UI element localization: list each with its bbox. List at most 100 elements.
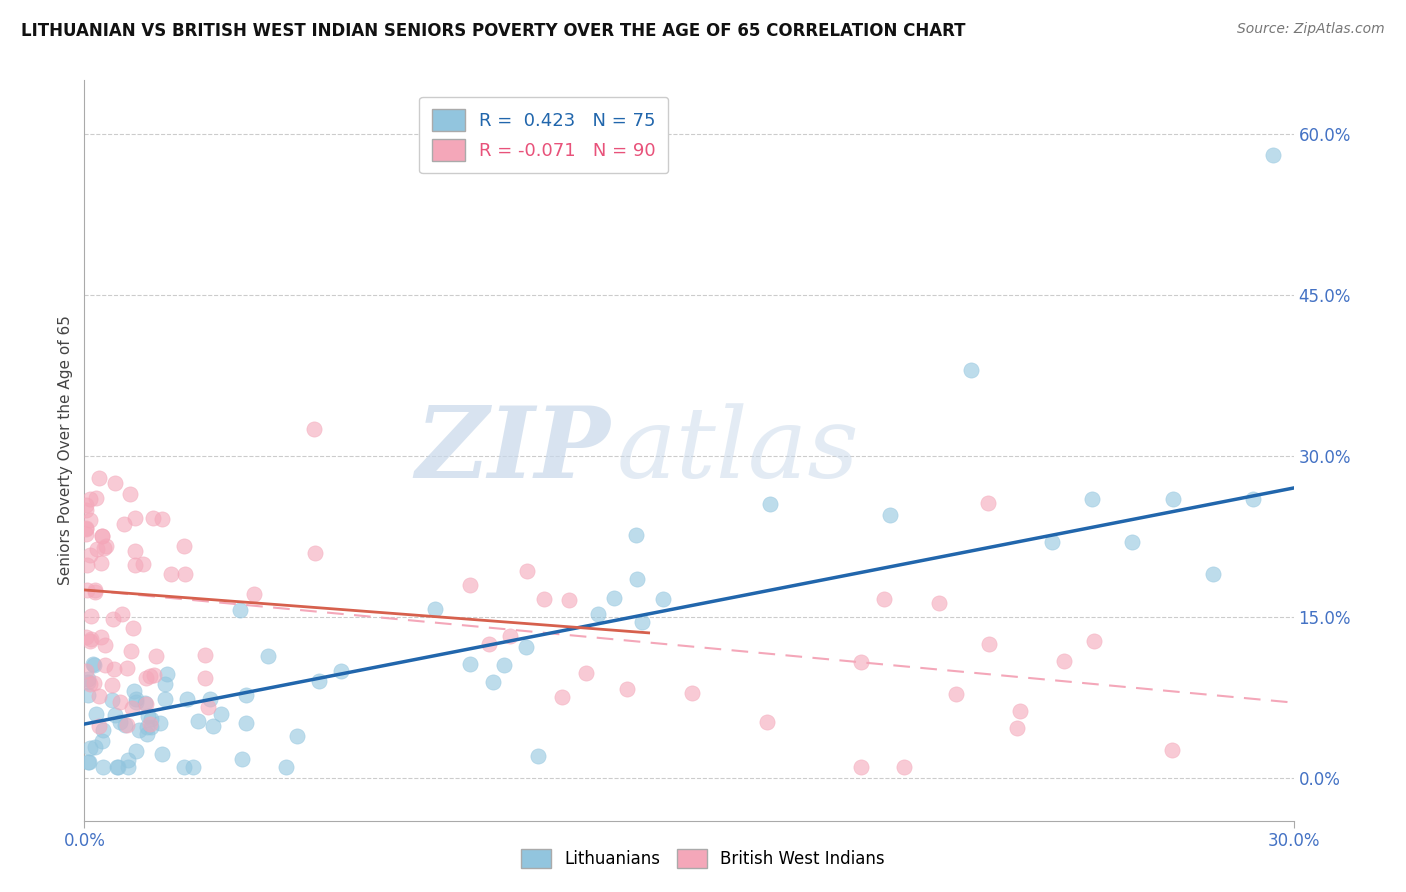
Point: [1040, 534, 1063, 549]
Text: LITHUANIAN VS BRITISH WEST INDIAN SENIORS POVERTY OVER THE AGE OF 65 CORRELATION: LITHUANIAN VS BRITISH WEST INDIAN SENIOR…: [21, 22, 966, 40]
Point: [183, 760, 205, 774]
Point: [138, 717, 160, 731]
Point: [1121, 534, 1143, 549]
Point: [235, 688, 257, 702]
Point: [153, 692, 176, 706]
Point: [235, 715, 257, 730]
Point: [107, 760, 129, 774]
Point: [79, 632, 101, 647]
Point: [90, 631, 112, 645]
Point: [229, 603, 252, 617]
Point: [125, 692, 148, 706]
Point: [928, 596, 950, 610]
Point: [173, 539, 195, 553]
Point: [91, 760, 114, 774]
Point: [76, 558, 98, 572]
Point: [120, 643, 142, 657]
Point: [101, 678, 124, 692]
Point: [120, 487, 142, 501]
Point: [124, 510, 146, 524]
Point: [136, 708, 159, 723]
Point: [84, 739, 107, 754]
Point: [84, 582, 107, 597]
Point: [201, 719, 224, 733]
Point: [124, 744, 146, 758]
Point: [1081, 491, 1104, 506]
Point: [112, 517, 135, 532]
Point: [1202, 566, 1225, 581]
Point: [103, 662, 125, 676]
Point: [79, 548, 101, 562]
Point: [187, 714, 209, 728]
Point: [117, 754, 139, 768]
Point: [115, 661, 138, 675]
Point: [1263, 148, 1285, 162]
Point: [960, 363, 983, 377]
Point: [136, 720, 159, 734]
Point: [616, 681, 638, 696]
Point: [849, 760, 872, 774]
Text: ZIP: ZIP: [415, 402, 610, 499]
Point: [849, 655, 872, 669]
Point: [533, 592, 555, 607]
Point: [176, 691, 198, 706]
Point: [79, 740, 101, 755]
Point: [141, 712, 163, 726]
Point: [87, 470, 110, 484]
Point: [117, 760, 139, 774]
Point: [626, 572, 648, 586]
Point: [150, 512, 173, 526]
Point: [515, 640, 537, 654]
Point: [83, 658, 105, 673]
Point: [198, 692, 221, 706]
Point: [90, 529, 112, 543]
Point: [132, 557, 155, 571]
Point: [101, 611, 124, 625]
Point: [122, 622, 145, 636]
Point: [482, 674, 505, 689]
Point: [94, 638, 117, 652]
Point: [873, 592, 896, 607]
Point: [274, 760, 297, 774]
Point: [86, 707, 108, 722]
Point: [458, 578, 481, 592]
Point: [135, 671, 157, 685]
Point: [124, 558, 146, 572]
Point: [194, 648, 217, 662]
Point: [1241, 491, 1264, 506]
Point: [134, 696, 156, 710]
Point: [75, 522, 97, 536]
Point: [87, 719, 110, 733]
Point: [160, 567, 183, 582]
Point: [681, 686, 703, 700]
Point: [124, 544, 146, 558]
Point: [304, 546, 326, 560]
Point: [1010, 705, 1032, 719]
Point: [1161, 491, 1184, 506]
Point: [550, 690, 572, 704]
Point: [115, 718, 138, 732]
Point: [758, 497, 780, 511]
Point: [651, 592, 673, 607]
Point: [458, 657, 481, 671]
Point: [77, 688, 100, 702]
Point: [308, 674, 330, 689]
Point: [80, 608, 103, 623]
Point: [138, 669, 160, 683]
Text: atlas: atlas: [616, 403, 859, 498]
Point: [110, 714, 132, 729]
Point: [173, 760, 195, 774]
Point: [122, 683, 145, 698]
Point: [330, 665, 353, 679]
Point: [75, 630, 97, 644]
Point: [79, 634, 101, 648]
Point: [603, 591, 626, 605]
Point: [94, 657, 117, 672]
Point: [90, 733, 112, 747]
Point: [77, 673, 100, 687]
Point: [83, 676, 105, 690]
Point: [197, 699, 219, 714]
Point: [209, 707, 232, 722]
Point: [302, 422, 325, 436]
Point: [494, 658, 516, 673]
